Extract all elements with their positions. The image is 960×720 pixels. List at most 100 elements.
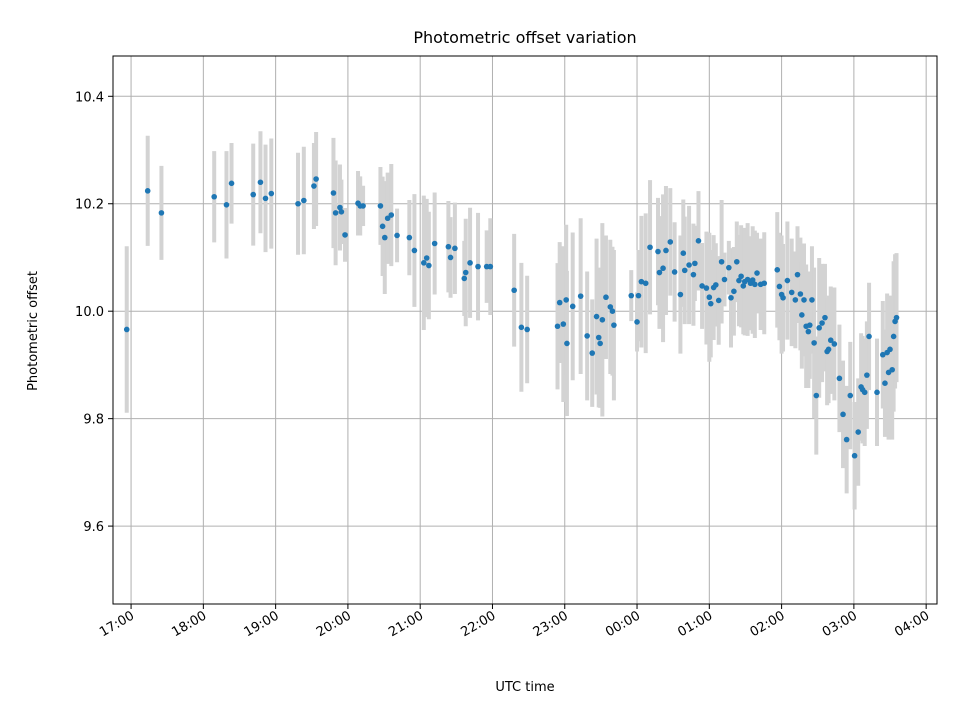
data-point (647, 244, 653, 251)
data-point (686, 262, 692, 268)
data-point (806, 322, 813, 328)
data-point (825, 346, 832, 353)
data-point (406, 234, 413, 241)
data-point (855, 429, 862, 435)
data-point (851, 452, 858, 459)
data-point (223, 202, 230, 208)
x-tick-label: 18:00 (169, 608, 209, 640)
data-point (847, 392, 854, 399)
data-point (421, 260, 427, 266)
data-points (123, 176, 900, 459)
data-point (780, 294, 786, 301)
plot-frame (112, 55, 938, 605)
data-point (447, 254, 454, 261)
data-point (593, 313, 600, 320)
x-tick-label: 19:00 (242, 608, 282, 640)
data-point (445, 243, 452, 250)
data-point (589, 350, 596, 356)
data-point (569, 303, 576, 310)
data-point (699, 283, 705, 289)
x-tick-label: 23:00 (531, 608, 571, 640)
data-point (792, 297, 799, 303)
y-tick-label: 10.2 (75, 198, 104, 213)
data-point (595, 334, 602, 341)
data-point (774, 267, 781, 273)
data-point (394, 232, 400, 239)
data-point (733, 258, 740, 265)
data-point (524, 326, 530, 333)
data-point (518, 324, 525, 331)
y-tick-label: 9.6 (83, 520, 104, 535)
data-point (123, 326, 130, 333)
data-point (703, 285, 710, 291)
data-point (671, 269, 678, 275)
data-point (754, 270, 760, 276)
data-point (805, 328, 812, 335)
data-point (262, 195, 269, 202)
data-point (866, 333, 872, 340)
data-point (250, 191, 257, 198)
data-point (597, 340, 603, 347)
data-point (603, 294, 609, 301)
data-point (740, 283, 747, 289)
data-point (761, 280, 768, 287)
data-point (797, 291, 804, 297)
error-bars (124, 131, 899, 510)
data-point (577, 293, 584, 299)
x-tick-label: 17:00 (97, 608, 137, 640)
x-axis-ticks: 17:00 18:00 19:00 20:00 21:00 22:00 23:00 00:00… (97, 604, 932, 640)
y-tick-label: 9.8 (83, 413, 104, 428)
data-point (706, 294, 713, 301)
data-point (874, 389, 880, 396)
data-point (831, 341, 838, 347)
data-point (609, 308, 616, 314)
x-tick-label: 22:00 (459, 608, 499, 640)
data-point (452, 245, 458, 252)
data-point (638, 278, 645, 285)
data-point (257, 179, 264, 186)
data-point (681, 267, 688, 274)
data-point (330, 190, 337, 196)
x-axis-label: UTC time (495, 680, 554, 695)
data-point (360, 203, 366, 209)
data-point (611, 322, 617, 328)
data-point (707, 300, 714, 307)
data-point (384, 215, 391, 222)
data-point (879, 351, 886, 358)
data-point (461, 275, 468, 282)
data-point (635, 292, 642, 299)
data-point (680, 250, 687, 256)
x-tick-label: 03:00 (820, 608, 860, 640)
data-point (836, 375, 843, 382)
data-point (311, 183, 317, 189)
data-point (342, 232, 348, 238)
data-point (840, 411, 846, 418)
data-point (411, 247, 418, 254)
data-point (144, 188, 151, 194)
data-point (338, 209, 345, 215)
data-point (560, 321, 567, 327)
data-point (313, 176, 319, 182)
data-point (721, 276, 728, 283)
chart-title: Photometric offset variation (413, 28, 636, 47)
data-point (426, 262, 432, 269)
data-point (695, 238, 702, 244)
data-point (736, 277, 742, 284)
data-point (776, 283, 783, 290)
data-point (663, 247, 669, 254)
data-point (642, 280, 649, 287)
data-point (677, 291, 684, 298)
data-point (337, 204, 343, 211)
data-point (656, 269, 663, 276)
data-point (628, 292, 635, 299)
data-point (749, 277, 756, 283)
data-point (794, 271, 801, 278)
data-point (882, 380, 888, 386)
data-point (634, 319, 640, 325)
data-point (816, 325, 822, 331)
data-point (431, 240, 438, 247)
data-point (301, 197, 307, 204)
data-point (377, 203, 384, 209)
data-point (738, 273, 744, 280)
data-point (511, 287, 517, 294)
